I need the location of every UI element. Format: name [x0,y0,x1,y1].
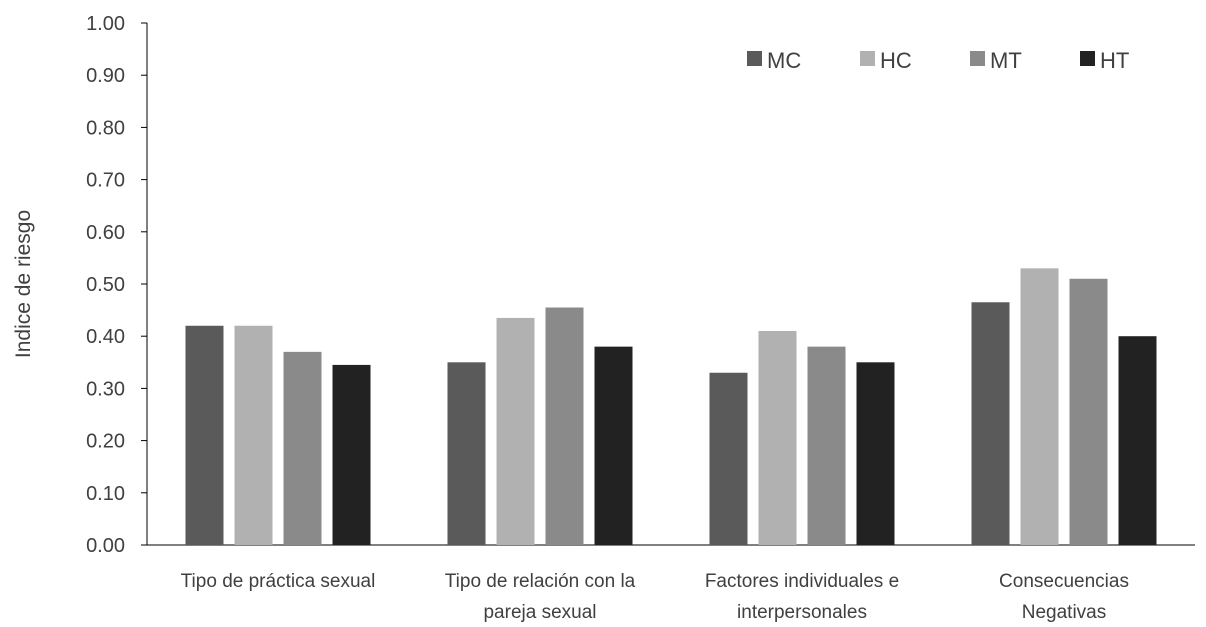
category-label: Consecuencias [999,571,1129,592]
y-tick-label: 0.00 [86,535,125,557]
legend-swatch-mc [747,51,762,66]
bar-mt-2 [807,346,846,545]
category-label: Tipo de relación con la [445,571,636,592]
category-label: pareja sexual [483,602,596,623]
legend-swatch-ht [1080,51,1095,66]
y-tick-label: 0.80 [86,117,125,139]
y-tick-label: 0.40 [86,326,125,348]
bar-ht-1 [594,346,633,545]
y-tick-label: 0.50 [86,274,125,296]
bar-hc-0 [234,325,273,545]
legend-swatch-hc [860,51,875,66]
y-tick-label: 0.90 [86,65,125,87]
bar-hc-2 [758,330,797,545]
bar-mt-3 [1069,278,1108,545]
bar-mc-2 [709,372,748,545]
y-axis-title: Indice de riesgo [12,210,35,358]
category-labels: Tipo de práctica sexual Tipo de relación … [181,571,1129,623]
bar-hc-1 [496,317,535,545]
y-tick-label: 0.20 [86,431,125,453]
category-label: Factores individuales e [705,571,899,592]
bar-mc-3 [971,302,1010,545]
bar-mt-1 [545,307,584,545]
bar-ht-0 [332,364,371,545]
legend-label-mt: MT [990,48,1022,73]
y-tick-label: 1.00 [86,13,125,35]
y-tick-label: 0.70 [86,170,125,192]
bar-mt-0 [283,351,322,545]
bar-ht-2 [856,362,895,545]
legend-label-ht: HT [1100,48,1129,73]
y-tick-label: 0.10 [86,483,125,505]
bars-group [185,268,1157,545]
bar-mc-0 [185,325,224,545]
bar-mc-1 [447,362,486,545]
y-axis-ticks: 0.00 0.10 0.20 0.30 0.40 0.50 0.60 0.70 0.80 0.90… [86,13,147,557]
y-tick-label: 0.60 [86,222,125,244]
legend-label-mc: MC [767,48,801,73]
bar-hc-3 [1020,268,1059,545]
category-label: interpersonales [737,602,867,623]
legend-label-hc: HC [880,48,912,73]
y-tick-label: 0.30 [86,378,125,400]
legend-swatch-mt [970,51,985,66]
category-label: Negativas [1022,602,1107,623]
category-label: Tipo de práctica sexual [181,571,376,592]
bar-ht-3 [1118,336,1157,545]
legend: MC HC MT HT [747,48,1129,73]
